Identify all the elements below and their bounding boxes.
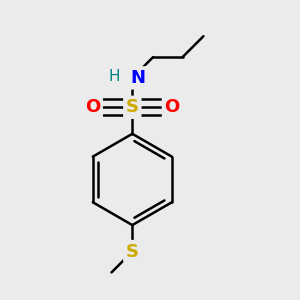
Text: S: S [126, 243, 139, 261]
Text: H: H [109, 69, 120, 84]
Text: O: O [85, 98, 100, 116]
Text: S: S [126, 98, 139, 116]
Text: N: N [131, 69, 146, 87]
Text: O: O [164, 98, 180, 116]
